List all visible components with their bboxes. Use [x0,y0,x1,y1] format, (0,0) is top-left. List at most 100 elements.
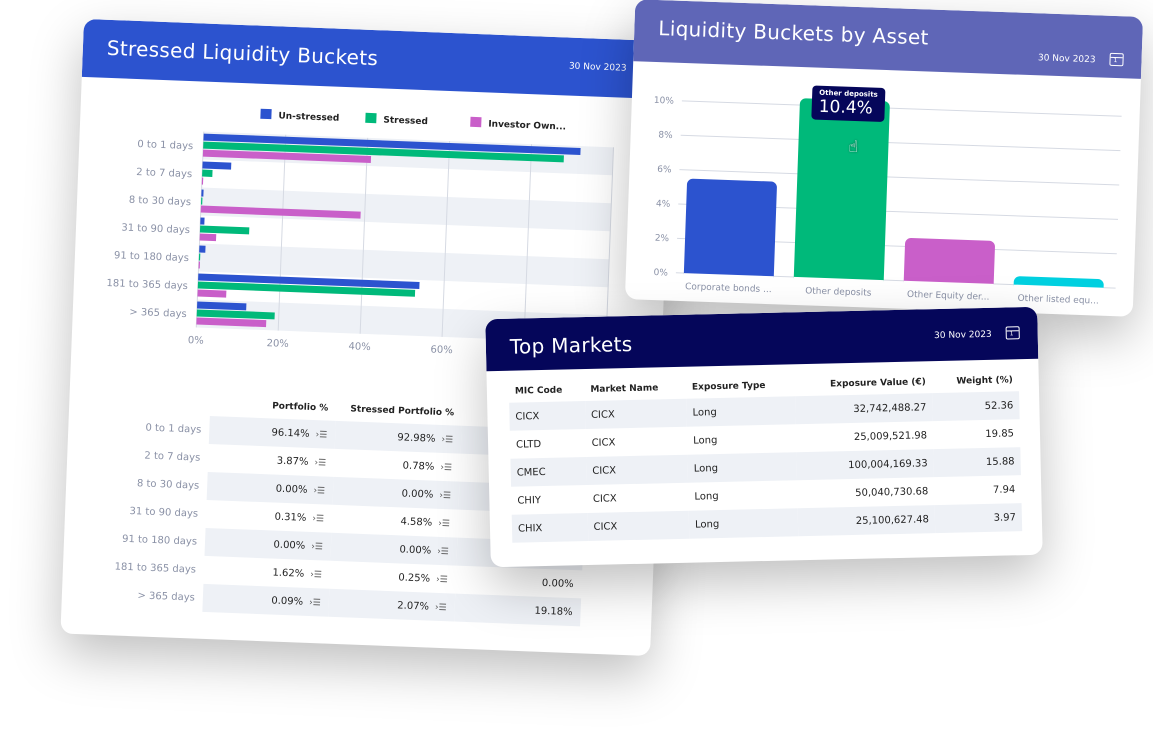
drilldown-icon[interactable]: ›☰ [438,518,451,529]
bar-1-2[interactable] [200,197,203,205]
calendar-icon[interactable] [1109,52,1124,67]
bar-1-6[interactable] [196,309,275,320]
x-tick-label: 0% [188,335,204,347]
vertical-bar-chart: 0% 2% 4% 6% 8% 10% Corporate bonds ... Other de… [653,96,1122,307]
category-label: 31 to 90 days [121,222,190,236]
bar-2-5[interactable] [197,289,227,298]
category-label: 2 to 7 days [136,167,192,180]
exposure-value: 50,040,730.68 [855,485,929,499]
drilldown-icon[interactable]: ›☰ [434,602,447,613]
markets-table: MIC Code Market Name Exposure Type Exposure… [509,369,1023,543]
bar-2-2[interactable] [200,205,361,219]
bar-2-0[interactable] [202,149,372,164]
weight: 3.97 [934,503,1023,534]
drilldown-icon[interactable]: ›☰ [435,574,448,585]
drilldown-icon[interactable]: ›☰ [311,541,324,552]
x-tick-label: 60% [430,344,453,356]
bar-2[interactable] [903,237,996,290]
drilldown-icon[interactable]: ›☰ [439,490,452,501]
bar-2-3[interactable] [199,233,217,242]
bar-0-6[interactable] [196,301,247,311]
stressed-cell: 2.07% ›☰ [328,588,456,622]
y-tick-label: 4% [656,199,671,210]
stressed-value: 0.78% [402,459,435,473]
category-label: 181 to 365 days [106,278,188,292]
legend-swatch [260,108,272,120]
horizontal-bar-chart: Un-stressed Stressed Investor Own... 0 to 1… [106,108,614,356]
gridline [681,100,1122,117]
exposure-type: Long [687,452,797,483]
bar-1-0[interactable] [203,141,564,163]
bar-mask [683,273,774,285]
drilldown-icon[interactable]: ›☰ [313,485,326,497]
drilldown-icon[interactable]: ›☰ [308,597,321,608]
col-header: Exposure Value (€) [829,377,926,390]
x-tick-label: Other Equity der... [907,290,990,303]
x-tick-label: Corporate bonds ... [685,282,772,295]
drilldown-icon[interactable]: ›☰ [314,457,327,469]
market-name: CICX [585,454,689,486]
bar-0-1[interactable] [202,161,232,170]
exposure-type: Long [688,508,799,539]
stressed-value: 0.25% [398,571,431,585]
bar-1-4[interactable] [198,253,201,261]
legend-swatch [470,116,482,128]
gridline [605,147,614,344]
drilldown-icon[interactable]: ›☰ [309,569,323,580]
weight: 15.88 [933,447,1021,478]
y-tick-label: 6% [657,165,672,176]
asset-liquidity-card: Liquidity Buckets by Asset 30 Nov 2023 0… [624,0,1144,317]
drilldown-icon[interactable]: ›☰ [441,434,454,445]
bar-1[interactable] [793,98,890,286]
exposure-type: Long [693,434,718,447]
bar-2-4[interactable] [198,261,201,269]
date-label: 30 Nov 2023 [568,61,627,74]
bar-2-1[interactable] [201,177,204,185]
drilldown-icon[interactable]: ›☰ [440,462,453,473]
mic-code: CICX [509,401,586,431]
portfolio-value: 0.09% [271,595,304,608]
tooltip-value: 10.4% [818,96,874,119]
tooltip: Other deposits 10.4% [811,85,886,122]
mic-code: CLTD [515,438,542,451]
x-tick-label: 40% [348,341,371,353]
third-value: 19.18% [534,605,573,618]
market-name: CICX [584,398,687,430]
portfolio-value: 0.00% [275,483,308,496]
portfolio-value: 96.14% [271,426,310,440]
third-value: 0.00% [541,577,574,590]
bar-0[interactable] [683,178,777,283]
hand-cursor-icon: ☝ [848,136,859,157]
y-tick-label: 2% [655,234,670,245]
card-title: Liquidity Buckets by Asset [657,16,930,50]
x-tick-label: 20% [266,338,289,350]
drilldown-icon[interactable]: ›☰ [315,429,328,441]
legend-label: Investor Own... [488,120,566,133]
y-tick-label: 10% [654,96,675,107]
gridline [680,134,1121,152]
portfolio-value: 1.62% [272,567,305,580]
col-header: Weight (%) [956,375,1013,387]
calendar-icon[interactable] [1005,326,1020,340]
bar-0-4[interactable] [199,245,206,253]
category-label: > 365 days [129,307,187,320]
drilldown-icon[interactable]: ›☰ [436,546,450,557]
drilldown-icon[interactable]: ›☰ [312,513,325,524]
bar-1-3[interactable] [199,225,250,235]
gridline [441,141,451,337]
mic-code: CHIX [511,513,588,543]
bar-0-2[interactable] [201,189,204,197]
legend-label: Un-stressed [278,111,339,123]
category-label: 91 to 180 days [114,250,189,264]
stressed-value: 92.98% [397,431,436,445]
bar-0-5[interactable] [198,273,420,289]
bar-1-1[interactable] [202,169,213,177]
portfolio-cell: 0.09% ›☰ [202,583,330,617]
bar-2-6[interactable] [196,317,267,328]
bar-0-0[interactable] [203,133,581,156]
bar-1-5[interactable] [197,281,416,297]
bar-0-3[interactable] [200,217,205,225]
gridline [277,134,287,331]
portfolio-value: 3.87% [276,455,309,468]
weight: 52.36 [932,391,1020,422]
